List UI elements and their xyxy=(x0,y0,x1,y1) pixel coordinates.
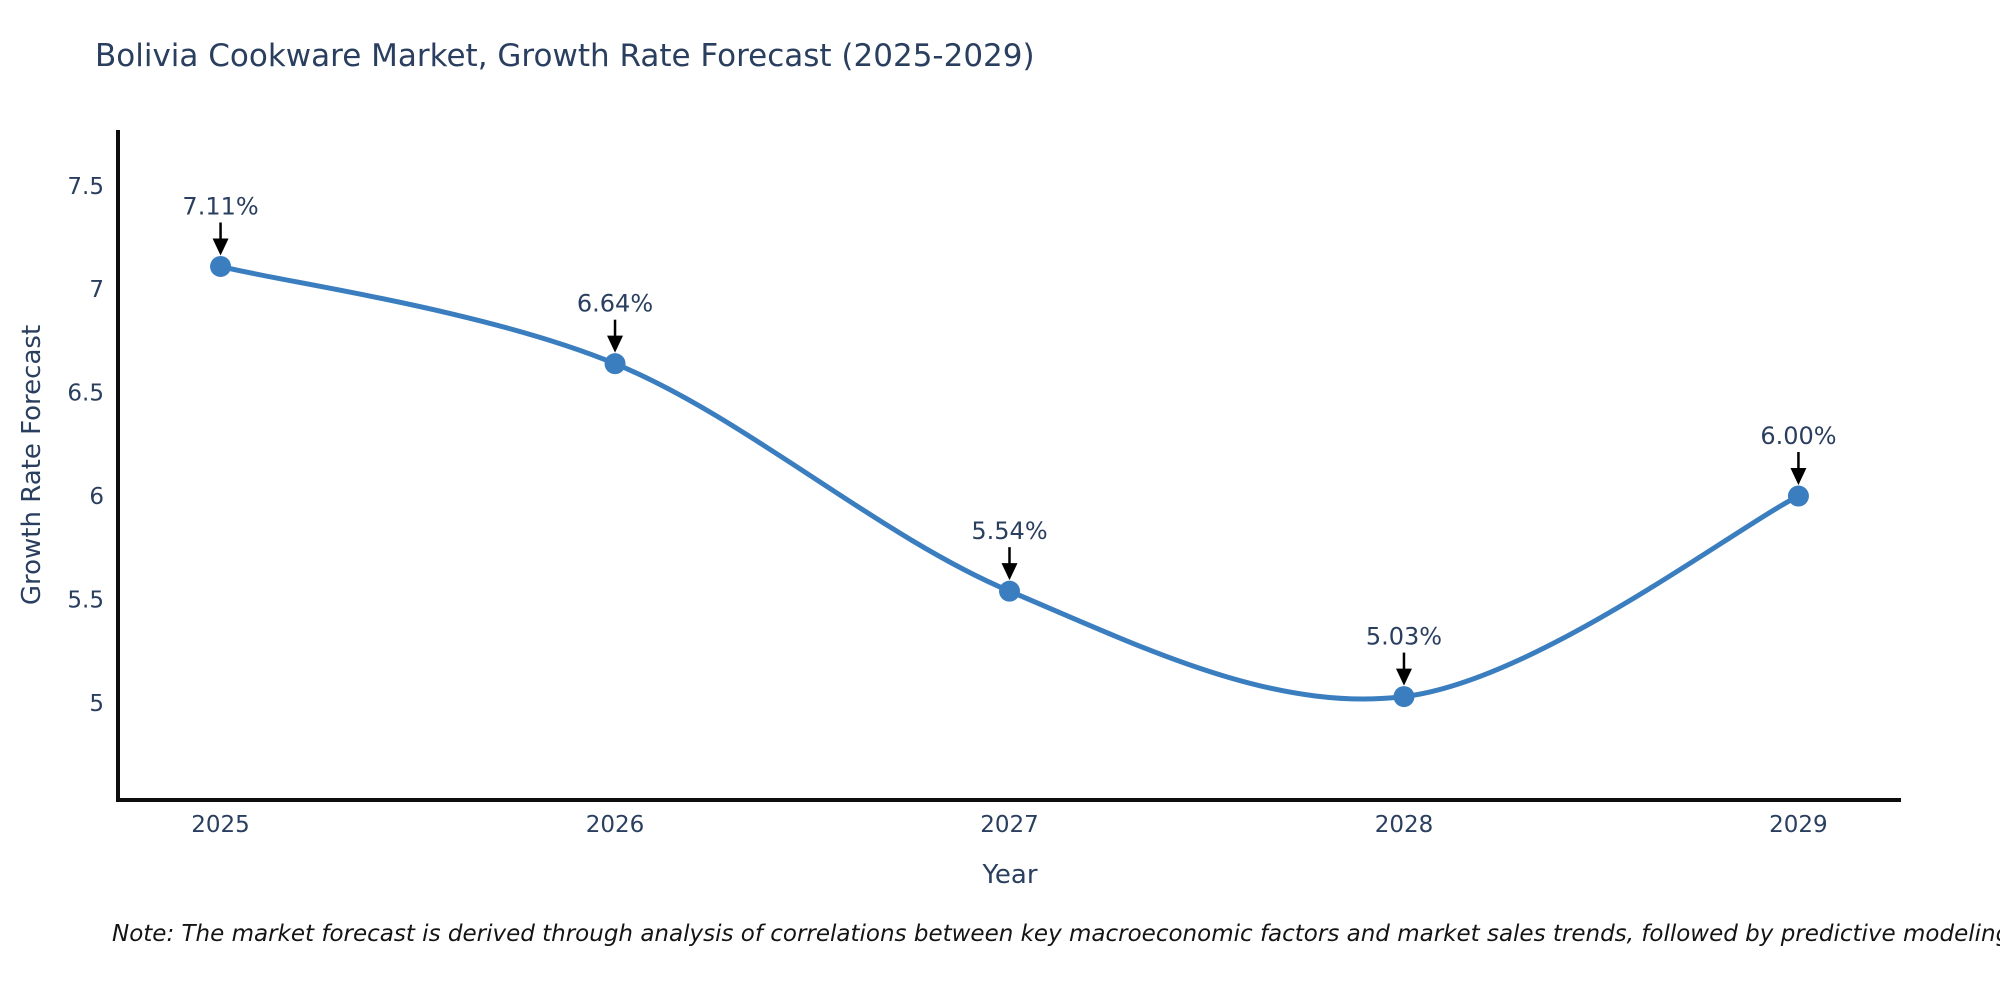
point-annotation-label: 7.11% xyxy=(182,192,258,220)
y-tick-label: 7.5 xyxy=(67,174,104,200)
annotation-arrowhead xyxy=(212,238,229,256)
point-annotation-label: 6.00% xyxy=(1760,422,1836,450)
data-point[interactable] xyxy=(999,580,1020,602)
y-tick-label: 5.5 xyxy=(67,587,104,613)
point-annotation-label: 5.54% xyxy=(971,517,1047,545)
y-tick-label: 6.5 xyxy=(67,381,104,407)
point-annotation-label: 5.03% xyxy=(1366,623,1442,651)
x-tick-label: 2026 xyxy=(586,812,645,838)
forecast-line xyxy=(218,263,1801,702)
annotation-arrowhead xyxy=(1395,668,1412,686)
annotation-arrowhead xyxy=(1790,468,1807,486)
y-tick-label: 5 xyxy=(89,691,104,717)
footnote: Note: The market forecast is derived thr… xyxy=(112,921,2000,947)
data-point[interactable] xyxy=(1393,686,1415,708)
x-tick-label: 2025 xyxy=(191,812,250,838)
data-point[interactable] xyxy=(210,255,232,277)
y-tick-label: 7 xyxy=(89,277,104,303)
x-tick-label: 2029 xyxy=(1769,812,1828,838)
data-point[interactable] xyxy=(604,353,626,375)
data-point[interactable] xyxy=(1787,485,1809,507)
x-axis-title: Year xyxy=(982,860,1038,890)
x-tick-label: 2027 xyxy=(980,812,1039,838)
chart-title: Bolivia Cookware Market, Growth Rate For… xyxy=(95,38,1035,74)
annotation-arrowhead xyxy=(607,335,624,353)
y-tick-label: 6 xyxy=(89,484,104,510)
point-annotation-label: 6.64% xyxy=(577,290,653,318)
annotation-arrowhead xyxy=(1001,563,1018,581)
x-tick-label: 2028 xyxy=(1375,812,1434,838)
